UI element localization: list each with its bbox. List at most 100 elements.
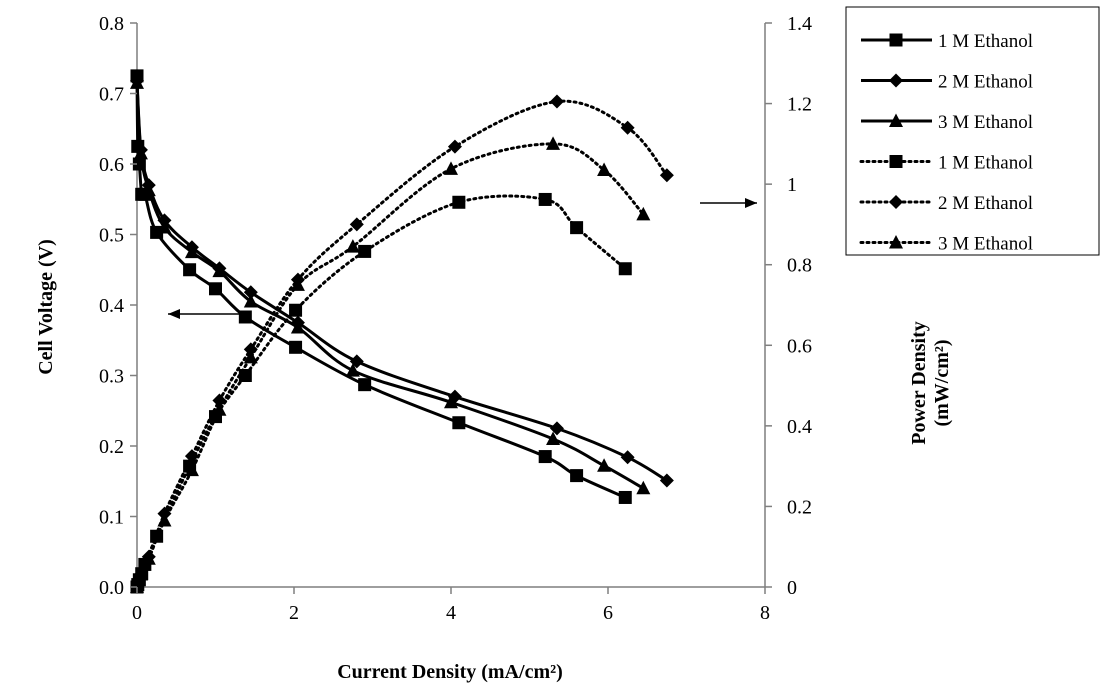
- x-tick-label: 8: [760, 602, 770, 624]
- legend-marker: [889, 235, 903, 249]
- legend-label: 1 M Ethanol: [938, 31, 1033, 52]
- data-point: [243, 293, 258, 308]
- y2-tick-label: 1.2: [787, 94, 812, 116]
- y-tick-label: 0.5: [99, 225, 124, 247]
- data-point: [636, 480, 651, 495]
- y-tick-label: 0.6: [99, 154, 124, 176]
- y2-axis-title: Power Density (mW/cm²): [908, 321, 953, 445]
- data-point: [243, 285, 258, 300]
- y2-tick-label: 0.2: [787, 496, 812, 518]
- data-point: [209, 282, 222, 296]
- data-point: [130, 75, 144, 89]
- data-point: [358, 244, 372, 258]
- series-voltage-triangle: [130, 75, 651, 495]
- legend: 1 M Ethanol 2 M Ethanol 3 M Ethanol 1 M Eth…: [845, 6, 1100, 256]
- data-point: [549, 94, 564, 109]
- legend-label: 3 M Ethanol: [938, 112, 1033, 133]
- legend-entry: 2 M Ethanol: [861, 72, 1033, 93]
- data-point: [570, 469, 584, 483]
- data-point: [290, 320, 305, 334]
- legend-marker: [889, 73, 903, 88]
- tick-layer: 0 2 4 6 8 0.0 0.1 0.2 0.3 0.4 0.5 0.6 0.7 0.8 0 0.2 0.4 0…: [99, 13, 812, 624]
- data-point: [238, 310, 252, 324]
- data-point: [290, 277, 305, 291]
- series-power-triangle: [130, 136, 651, 593]
- y2-tick-label: 0.6: [787, 335, 812, 357]
- annotation-arrow-left: [168, 309, 250, 319]
- data-point: [452, 195, 466, 209]
- y2-tick-label: 0.8: [787, 255, 812, 277]
- data-point: [289, 340, 303, 354]
- data-point: [212, 393, 227, 408]
- legend-label: 2 M Ethanol: [938, 193, 1033, 214]
- legend-label: 2 M Ethanol: [938, 72, 1033, 93]
- legend-entry: 3 M Ethanol: [861, 112, 1033, 133]
- data-point: [289, 303, 303, 317]
- y2-axis-title-line1: Power Density: [908, 321, 930, 445]
- series-layer: [130, 69, 674, 594]
- data-point: [659, 473, 674, 488]
- data-point: [133, 567, 148, 581]
- data-point: [659, 168, 674, 183]
- y-tick-label: 0.8: [99, 13, 124, 35]
- series-power-diamond: [130, 94, 674, 594]
- data-point: [212, 263, 227, 278]
- x-tick-label: 6: [603, 602, 613, 624]
- data-point: [184, 462, 199, 477]
- y-tick-label: 0.0: [99, 577, 124, 599]
- legend-label: 1 M Ethanol: [938, 153, 1033, 174]
- data-point: [349, 217, 364, 232]
- data-point: [597, 458, 612, 472]
- data-point: [597, 162, 612, 177]
- legend-marker: [889, 195, 903, 209]
- legend-box: [845, 6, 1100, 256]
- y2-tick-label: 0.4: [787, 416, 812, 438]
- data-point: [141, 551, 156, 565]
- data-point: [444, 394, 458, 409]
- data-point: [345, 239, 360, 253]
- legend-marker: [889, 113, 903, 127]
- data-point: [157, 219, 172, 234]
- data-point: [358, 378, 372, 392]
- x-axis-title: Current Density (mA/cm²): [337, 661, 563, 683]
- data-point: [618, 490, 632, 504]
- data-point: [212, 402, 227, 416]
- data-point: [183, 263, 197, 277]
- legend-marker: [889, 33, 903, 47]
- y2-axis-title-line2: (mW/cm²): [931, 339, 953, 426]
- series-voltage-diamond: [130, 73, 674, 488]
- annotation-layer: [168, 198, 757, 319]
- data-point: [452, 416, 466, 430]
- data-point: [620, 120, 635, 135]
- data-point: [538, 450, 552, 464]
- legend-entry: 3 M Ethanol: [859, 234, 1033, 255]
- y2-tick-label: 1.4: [787, 13, 812, 35]
- data-point: [570, 221, 584, 235]
- y-axis-title: Cell Voltage (V): [35, 239, 57, 375]
- data-point: [620, 450, 635, 465]
- data-point: [141, 182, 156, 197]
- data-point: [447, 139, 462, 154]
- data-point: [133, 145, 148, 160]
- annotation-arrow-right: [700, 198, 757, 208]
- y-tick-label: 0.2: [99, 436, 124, 458]
- y-tick-label: 0.4: [99, 295, 124, 317]
- arrow-head: [745, 198, 757, 208]
- legend-entry: 2 M Ethanol: [859, 193, 1033, 214]
- legend-entry: 1 M Ethanol: [861, 31, 1033, 52]
- y-tick-label: 0.1: [99, 507, 124, 529]
- data-point: [546, 136, 561, 150]
- series-line: [135, 99, 669, 589]
- y2-tick-label: 0: [787, 577, 797, 599]
- data-point: [345, 363, 360, 377]
- data-point: [546, 431, 561, 445]
- legend-entry: 1 M Ethanol: [859, 153, 1033, 174]
- y2-tick-label: 1: [787, 174, 797, 196]
- data-point: [618, 262, 632, 276]
- x-tick-label: 4: [446, 602, 456, 624]
- data-point: [243, 342, 258, 357]
- y-tick-label: 0.3: [99, 366, 124, 388]
- legend-marker: [889, 155, 903, 168]
- data-point: [538, 192, 552, 206]
